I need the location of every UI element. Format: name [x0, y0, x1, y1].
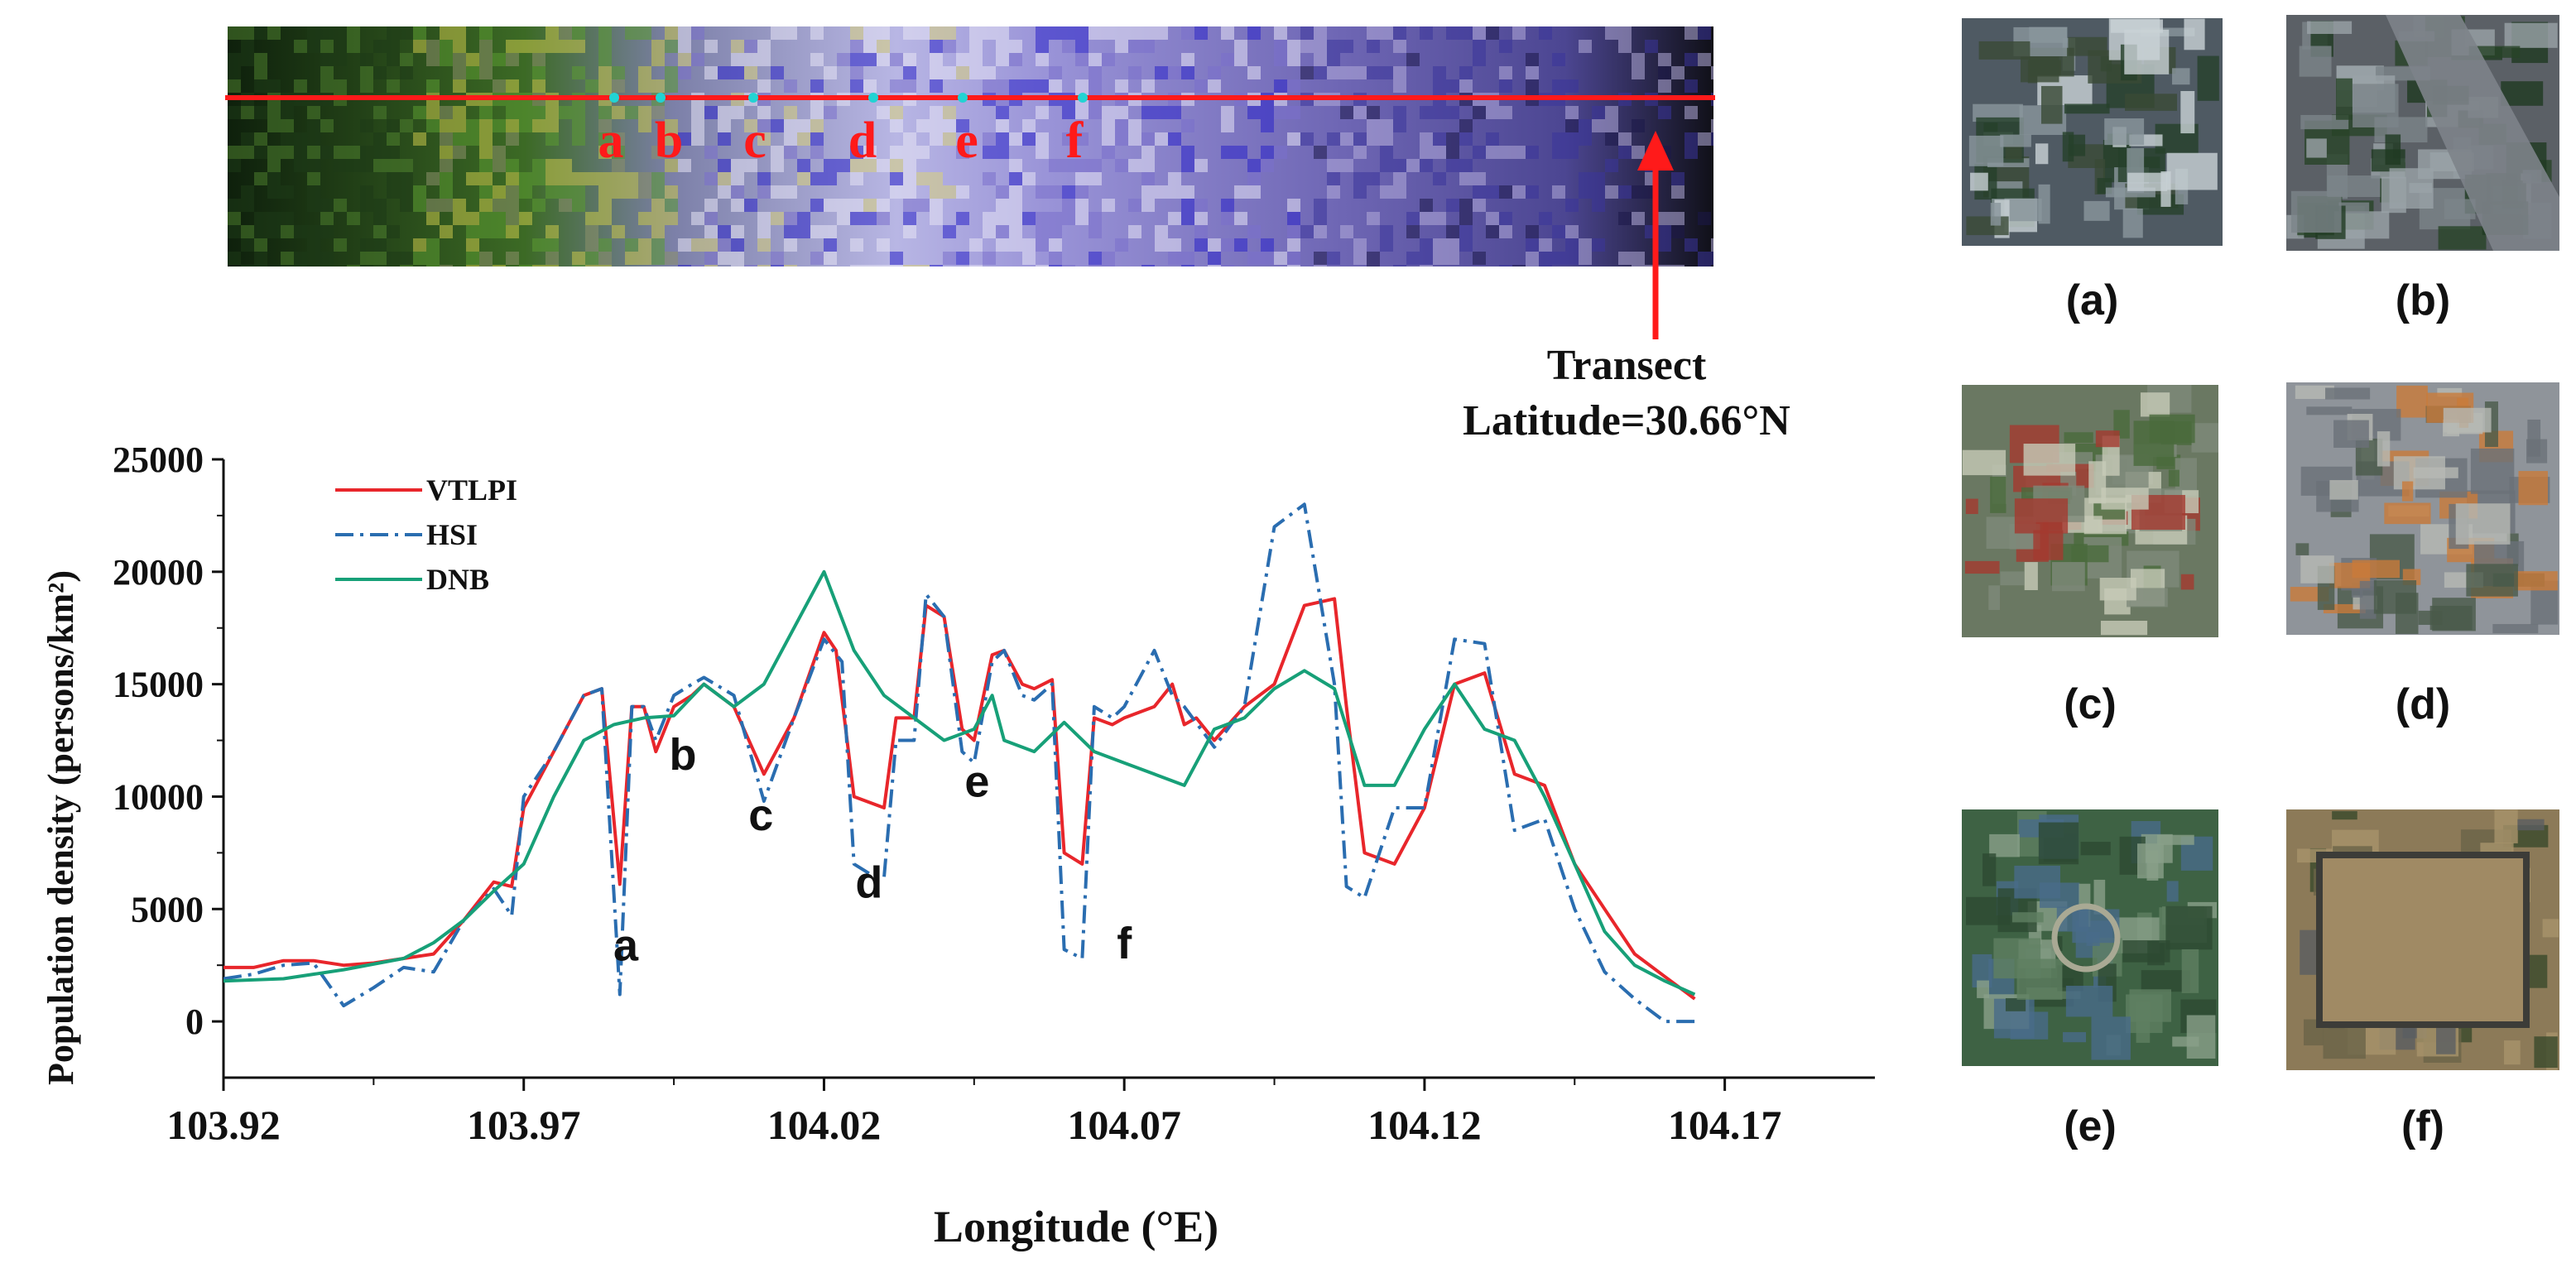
thumbnail-walled-bare-lot: [2286, 809, 2559, 1070]
transect-label-c: c: [743, 113, 767, 169]
thumbnail-label: (b): [2396, 276, 2450, 324]
transect-marker-c: [748, 93, 758, 103]
legend-label-dnb: DNB: [426, 563, 489, 596]
y-tick-label: 15000: [113, 665, 204, 705]
annotation-e: e: [964, 756, 989, 806]
transect-marker-b: [656, 93, 666, 103]
y-axis-title: Population density (persons/km²): [41, 570, 81, 1085]
thumbnail-park-green-campus: [1962, 809, 2218, 1066]
transect-label-d: d: [848, 113, 877, 169]
y-tick-label: 20000: [113, 552, 204, 593]
annotation-b: b: [669, 730, 696, 780]
legend-label-vtlpi: VTLPI: [426, 473, 517, 507]
x-tick-label: 104.12: [1367, 1102, 1482, 1148]
thumbnail-grid: (a) (b) (c) (d) (e) (f): [1962, 15, 2559, 1150]
annotation-f: f: [1117, 919, 1132, 968]
y-tick-label: 5000: [131, 889, 204, 929]
y-tick-label: 10000: [113, 776, 204, 817]
thumbnail-label: (d): [2396, 680, 2450, 728]
transect-label-b: b: [655, 113, 683, 169]
transect-marker-e: [958, 93, 968, 103]
chart-series: [223, 502, 1696, 1024]
transect-marker-a: [609, 93, 619, 103]
chart-legend: VTLPI HSI DNB: [335, 473, 517, 596]
transect-label-e: e: [955, 113, 978, 169]
x-tick-label: 104.07: [1067, 1102, 1181, 1148]
series-line-vtlpi: [223, 597, 1696, 1001]
series-line-hsi: [223, 502, 1695, 1024]
y-tick-label: 25000: [113, 439, 204, 480]
transect-marker-d: [868, 93, 878, 103]
transect-label-f: f: [1066, 113, 1084, 169]
x-tick-label: 103.92: [166, 1102, 281, 1148]
thumbnail-highway-road: [2286, 15, 2559, 251]
thumbnail-dense-urban-buildings: [1962, 18, 2223, 246]
thumbnail-label: (f): [2401, 1102, 2444, 1150]
y-tick-label: 0: [185, 1001, 204, 1042]
annotation-c: c: [748, 790, 773, 840]
strip-pixel-texture: [228, 26, 1713, 267]
thumbnail-label: (a): [2066, 276, 2119, 324]
x-tick-label: 104.17: [1668, 1102, 1782, 1148]
chart-axes: 0 5000 10000 15000 20000 25000 103.92 103.97 104…: [113, 439, 1875, 1148]
chart-annotations: a b c d e f: [613, 730, 1132, 971]
thumbnail-label: (c): [2064, 680, 2117, 728]
annotation-a: a: [613, 921, 639, 971]
x-tick-label: 103.97: [467, 1102, 581, 1148]
annotation-d: d: [855, 858, 882, 908]
thumbnail-label: (e): [2064, 1102, 2117, 1150]
legend-label-hsi: HSI: [426, 518, 478, 551]
line-chart: 0 5000 10000 15000 20000 25000 103.92 103.97 104…: [113, 439, 1875, 1148]
transect-label-a: a: [598, 113, 624, 169]
thumbnail-construction-site: [2286, 382, 2559, 635]
x-tick-label: 104.02: [767, 1102, 882, 1148]
transect-label-line1: Transect: [1547, 342, 1707, 389]
transect-arrow-icon: [1637, 131, 1674, 171]
x-axis-title: Longitude (°E): [934, 1202, 1218, 1251]
series-line-dnb: [223, 569, 1696, 997]
thumbnail-residential-red-roofs: [1962, 385, 2218, 637]
transect-label-line2: Latitude=30.66°N: [1463, 397, 1790, 444]
transect-marker-f: [1078, 93, 1088, 103]
